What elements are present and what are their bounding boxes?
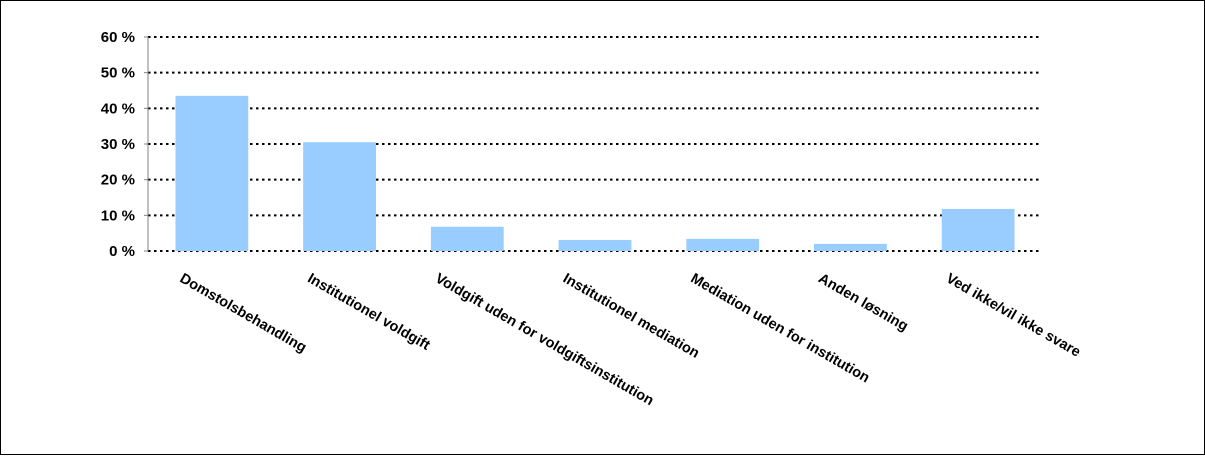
bar [558,239,632,251]
y-tick-labels: 0 % 10 % 20 % 30 % 40 % 50 % 60 % [101,29,135,260]
y-tick-label: 10 % [101,207,135,224]
bar [303,142,376,251]
y-tick-label: 60 % [101,29,135,46]
axes [144,36,149,252]
bar [686,238,760,251]
x-tick-label: Institutionel mediation [560,271,702,362]
bars [175,95,1015,251]
x-tick-label: Domstolsbehandling [177,271,309,357]
x-tick-label: Anden løsning [815,271,910,335]
bar [941,208,1015,251]
bar [430,226,504,251]
y-tick-label: 50 % [101,65,135,82]
x-tick-label: Institutionel voldgift [305,271,433,354]
y-tick-label: 0 % [109,243,135,260]
y-tick-label: 40 % [101,100,135,117]
y-tick-label: 30 % [101,136,135,153]
gridlines [148,36,1042,252]
x-tick-label: Ved ikke/vil ikke svare [943,271,1083,361]
y-tick-label: 20 % [101,172,135,189]
bar [175,95,249,251]
x-tick-label: Voldgift uden for voldgiftsinstitution [432,271,656,410]
bar [814,243,887,251]
